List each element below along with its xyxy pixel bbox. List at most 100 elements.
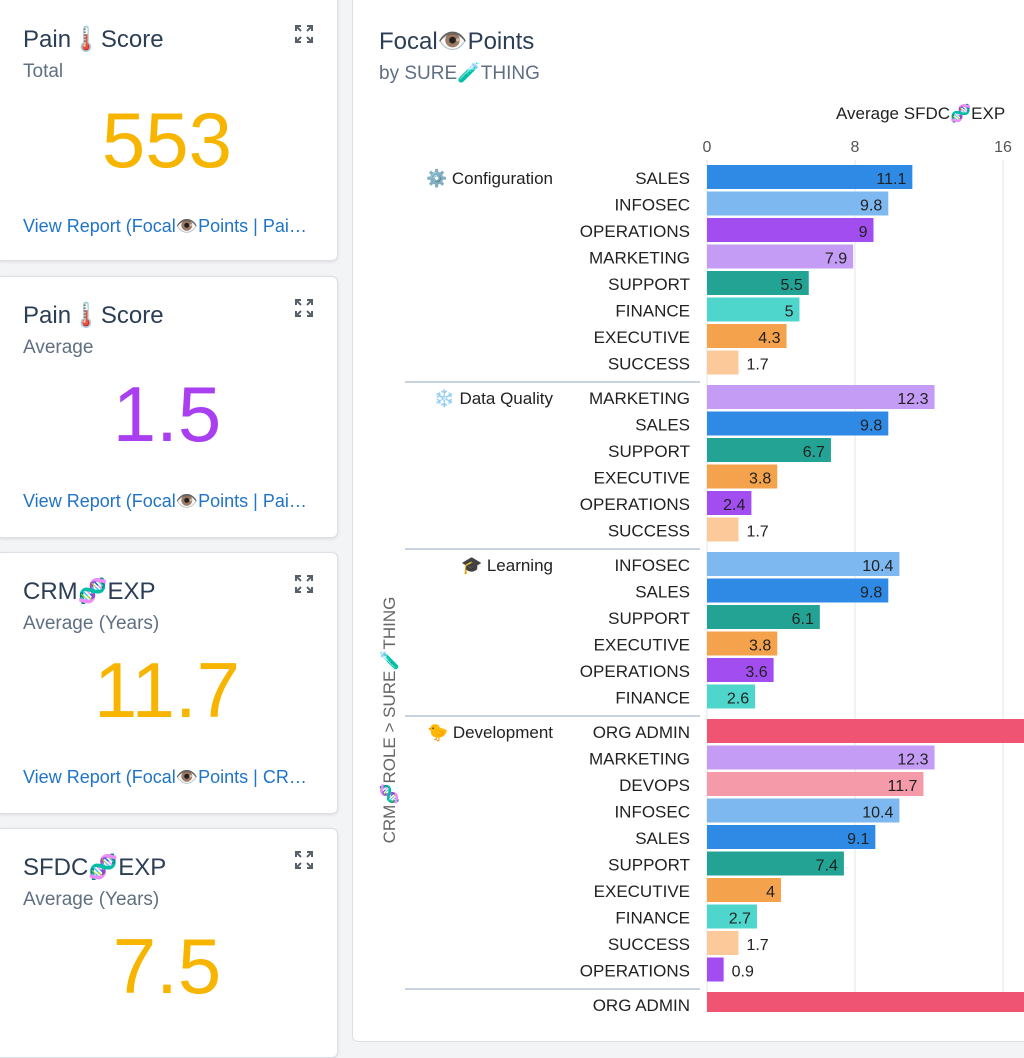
role-label: MARKETING	[589, 750, 690, 769]
role-label: OPERATIONS	[580, 222, 690, 241]
bar-value-label: 12.3	[897, 391, 928, 408]
role-label: SALES	[635, 169, 690, 188]
role-label: SUPPORT	[608, 442, 690, 461]
bar-value-label: 9.8	[860, 585, 882, 602]
role-label: DEVOPS	[619, 776, 690, 795]
bar	[707, 517, 739, 542]
x-tick-label: 16	[994, 139, 1012, 156]
role-label: INFOSEC	[614, 196, 690, 215]
expand-icon[interactable]	[293, 849, 315, 871]
role-label: EXECUTIVE	[594, 328, 690, 347]
role-label: SUPPORT	[608, 856, 690, 875]
bar-value-label: 1.7	[746, 937, 768, 954]
bar-value-label: 4	[766, 884, 775, 901]
role-label: INFOSEC	[614, 803, 690, 822]
role-label: SALES	[635, 583, 690, 602]
role-label: SUCCESS	[608, 522, 690, 541]
bar	[707, 191, 889, 216]
bar	[707, 957, 724, 982]
bar	[707, 992, 1024, 1012]
kpi-card-pain-score-total: Pain🌡️Score Total 553 View Report (Focal…	[0, 0, 338, 261]
group-label: ⚙️ Configuration	[426, 168, 553, 188]
card-value: 11.7	[93, 646, 241, 734]
x-tick-label: 8	[851, 139, 860, 156]
bar-value-label: 7.4	[816, 858, 838, 875]
bar	[707, 218, 874, 242]
bar-value-label: 3.8	[749, 638, 771, 655]
expand-icon[interactable]	[293, 573, 315, 595]
bar	[707, 244, 854, 269]
role-label: INFOSEC	[614, 556, 690, 575]
role-label: EXECUTIVE	[594, 469, 690, 488]
bar	[707, 878, 781, 902]
bar-value-label: 0.9	[732, 964, 754, 981]
role-label: FINANCE	[615, 689, 690, 708]
card-title: SFDC🧬EXP	[23, 854, 167, 881]
bar-value-label: 10.4	[862, 805, 893, 822]
role-label: SUCCESS	[608, 355, 690, 374]
bar	[707, 825, 876, 849]
kpi-card-sfdc-exp: SFDC🧬EXP Average (Years) 7.5	[0, 828, 338, 1058]
bar	[707, 658, 774, 682]
bar-value-label: 1.7	[746, 524, 768, 541]
role-label: EXECUTIVE	[594, 882, 690, 901]
bar	[707, 271, 809, 295]
group-label: ❄️ Data Quality	[434, 388, 554, 408]
bar-value-label: 5.5	[781, 277, 803, 294]
bar-value-label: 12.3	[897, 752, 928, 769]
bar	[707, 385, 935, 409]
role-label: FINANCE	[615, 909, 690, 928]
bar-value-label: 11.1	[876, 171, 906, 188]
bar	[707, 931, 739, 955]
card-subtitle: Average	[23, 337, 94, 358]
card-title: Pain🌡️Score	[23, 302, 164, 329]
card-value: 7.5	[112, 922, 222, 1010]
bar	[707, 464, 778, 489]
role-label: FINANCE	[615, 302, 690, 321]
bar-value-label: 10.4	[862, 558, 893, 575]
bar	[707, 552, 900, 576]
role-label: MARKETING	[589, 249, 690, 268]
bar-value-label: 11.7	[887, 778, 917, 795]
bar-value-label: 6.1	[792, 611, 814, 628]
panel-subtitle: by SURE🧪THING	[379, 63, 540, 84]
bar	[707, 684, 756, 709]
expand-icon[interactable]	[293, 297, 315, 319]
panel-title: Focal👁️Points	[379, 28, 535, 55]
group-label: 🎓 Learning	[461, 556, 553, 575]
card-value: 1.5	[112, 370, 222, 458]
bar-value-label: 2.6	[727, 691, 749, 708]
card-subtitle: Total	[23, 61, 64, 82]
bar	[707, 605, 820, 629]
card-title: Pain🌡️Score	[23, 26, 164, 53]
x-tick-label: 0	[703, 139, 712, 156]
bar	[707, 350, 739, 375]
bar-value-label: 7.9	[825, 251, 847, 268]
bar	[707, 324, 787, 348]
y-axis-title: CRM🧬ROLE > SURE🧪THING	[379, 597, 400, 844]
bar-value-label: 2.4	[723, 497, 745, 514]
card-value: 553	[101, 96, 233, 184]
role-label: SUPPORT	[608, 609, 690, 628]
role-label: ORG ADMIN	[593, 723, 690, 742]
kpi-card-pain-score-average: Pain🌡️Score Average 1.5 View Report (Foc…	[0, 276, 338, 538]
bar	[707, 165, 913, 189]
role-label: OPERATIONS	[580, 962, 690, 981]
card-title: CRM🧬EXP	[23, 578, 156, 605]
bar	[707, 798, 900, 823]
bar-value-label: 3.6	[745, 664, 767, 681]
bar-value-label: 1.7	[746, 357, 768, 374]
bar-value-label: 4.3	[758, 330, 780, 347]
bar-value-label: 5	[785, 304, 794, 321]
bar	[707, 491, 752, 515]
expand-icon[interactable]	[293, 23, 315, 45]
role-label: ORG ADMIN	[593, 996, 690, 1015]
role-label: SUPPORT	[608, 275, 690, 294]
role-label: OPERATIONS	[580, 495, 690, 514]
bar-value-label: 3.8	[749, 471, 771, 488]
bar	[707, 411, 889, 436]
role-label: OPERATIONS	[580, 662, 690, 681]
role-label: SUCCESS	[608, 935, 690, 954]
bar-value-label: 9	[859, 224, 868, 241]
chart-title: Average SFDC🧬EXP	[836, 103, 1005, 124]
